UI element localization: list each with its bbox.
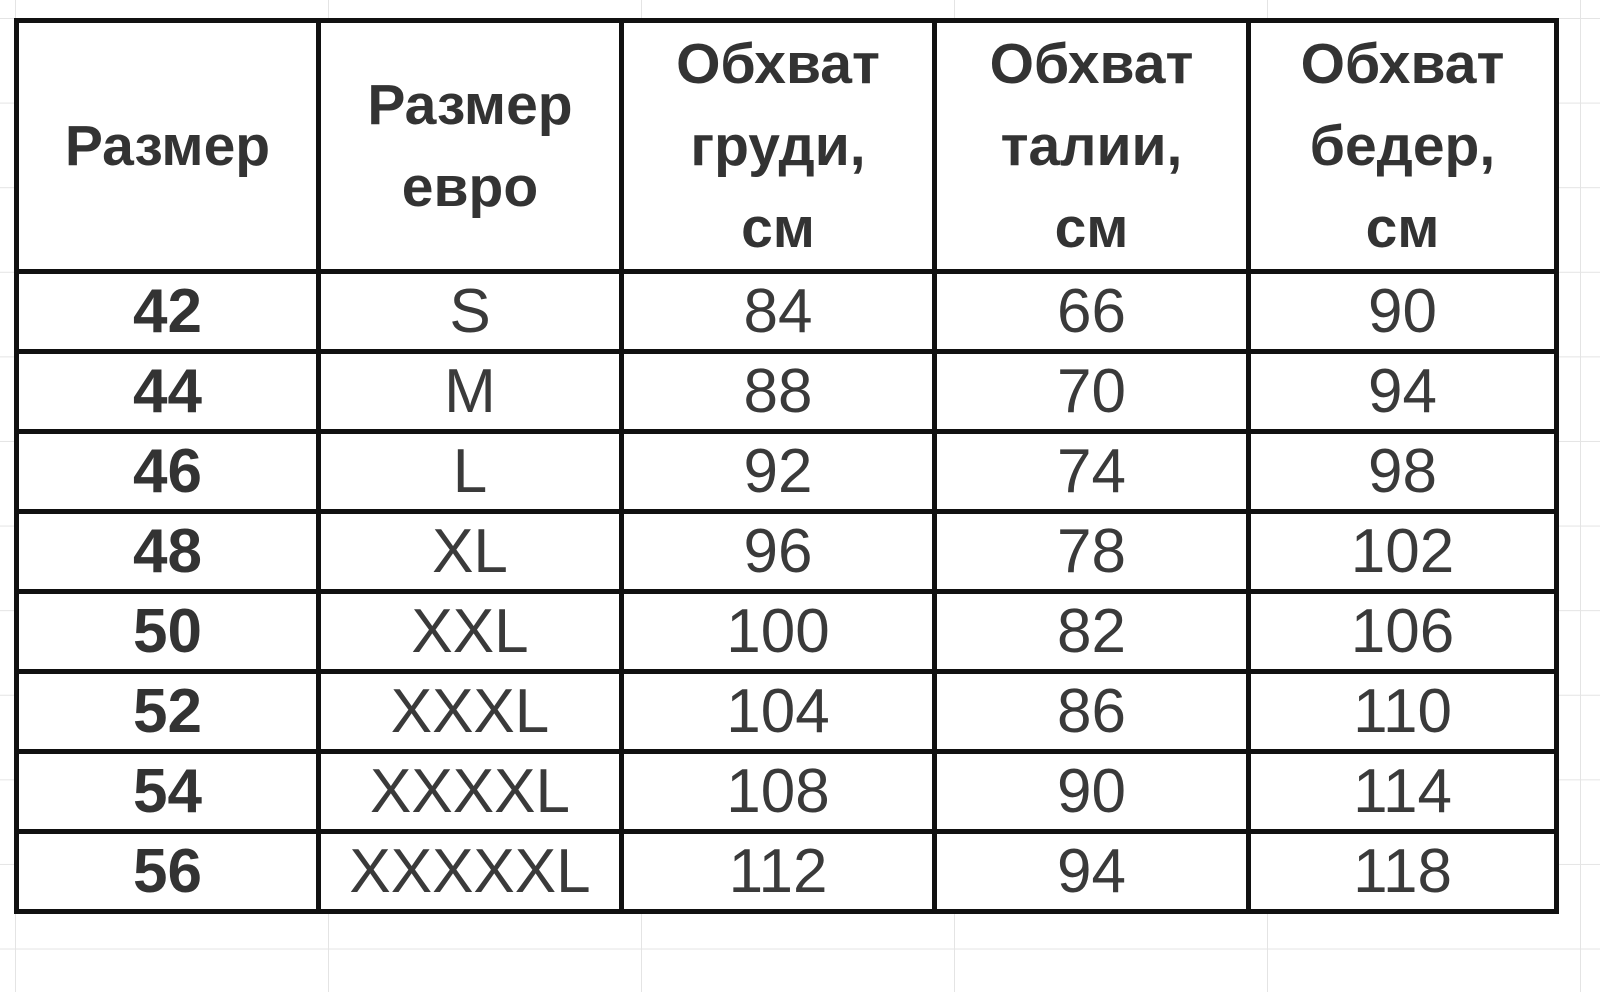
cell-euro-size: L (316, 429, 624, 514)
header-line: см (1054, 196, 1129, 260)
cell-waist: 78 (932, 509, 1251, 594)
cell-waist: 74 (932, 429, 1251, 514)
cell-chest: 100 (619, 589, 937, 674)
header-line: Размер (367, 73, 573, 137)
header-line: бедер, (1309, 114, 1496, 178)
cell-chest: 92 (619, 429, 937, 514)
header-size: Размер (14, 18, 321, 274)
header-line: Обхват (989, 32, 1194, 96)
cell-euro-size: XXL (316, 589, 624, 674)
table-row: 52 XXXL 104 86 110 (14, 669, 1559, 754)
cell-hips: 106 (1246, 589, 1559, 674)
cell-chest: 112 (619, 829, 937, 914)
cell-waist: 90 (932, 749, 1251, 834)
cell-chest: 84 (619, 269, 937, 354)
header-line: Обхват (1300, 32, 1505, 96)
cell-chest: 104 (619, 669, 937, 754)
cell-hips: 94 (1246, 349, 1559, 434)
cell-hips: 118 (1246, 829, 1559, 914)
header-line: евро (401, 155, 539, 219)
header-waist: Обхват талии, см (932, 18, 1251, 274)
header-line: талии, (1000, 114, 1183, 178)
cell-hips: 102 (1246, 509, 1559, 594)
cell-waist: 66 (932, 269, 1251, 354)
header-euro-size: Размер евро (316, 18, 624, 274)
table-row: 44 M 88 70 94 (14, 349, 1559, 434)
cell-size: 48 (14, 509, 321, 594)
table-row: 42 S 84 66 90 (14, 269, 1559, 354)
header-row: Размер Размер евро Обхват груди, см Обхват тали… (14, 18, 1559, 274)
table-row: 46 L 92 74 98 (14, 429, 1559, 514)
header-chest: Обхват груди, см (619, 18, 937, 274)
cell-waist: 86 (932, 669, 1251, 754)
cell-euro-size: XXXXL (316, 749, 624, 834)
cell-hips: 98 (1246, 429, 1559, 514)
cell-size: 42 (14, 269, 321, 354)
header-line: см (1365, 196, 1440, 260)
cell-hips: 114 (1246, 749, 1559, 834)
cell-euro-size: XXXXXL (316, 829, 624, 914)
table-row: 48 XL 96 78 102 (14, 509, 1559, 594)
header-line: Размер (64, 114, 271, 178)
header-hips: Обхват бедер, см (1246, 18, 1559, 274)
size-chart-table: Размер Размер евро Обхват груди, см Обхват тали… (14, 18, 1559, 914)
table-row: 50 XXL 100 82 106 (14, 589, 1559, 674)
cell-hips: 110 (1246, 669, 1559, 754)
cell-waist: 82 (932, 589, 1251, 674)
cell-size: 50 (14, 589, 321, 674)
cell-chest: 88 (619, 349, 937, 434)
header-line: Обхват (676, 32, 880, 96)
cell-size: 44 (14, 349, 321, 434)
cell-size: 56 (14, 829, 321, 914)
header-line: груди, (690, 114, 866, 178)
cell-chest: 108 (619, 749, 937, 834)
header-line: см (741, 196, 815, 260)
cell-euro-size: XXXL (316, 669, 624, 754)
cell-euro-size: M (316, 349, 624, 434)
cell-size: 52 (14, 669, 321, 754)
cell-size: 54 (14, 749, 321, 834)
cell-chest: 96 (619, 509, 937, 594)
cell-euro-size: S (316, 269, 624, 354)
table-row: 54 XXXXL 108 90 114 (14, 749, 1559, 834)
cell-waist: 94 (932, 829, 1251, 914)
cell-hips: 90 (1246, 269, 1559, 354)
cell-size: 46 (14, 429, 321, 514)
cell-euro-size: XL (316, 509, 624, 594)
table-row: 56 XXXXXL 112 94 118 (14, 829, 1559, 914)
cell-waist: 70 (932, 349, 1251, 434)
